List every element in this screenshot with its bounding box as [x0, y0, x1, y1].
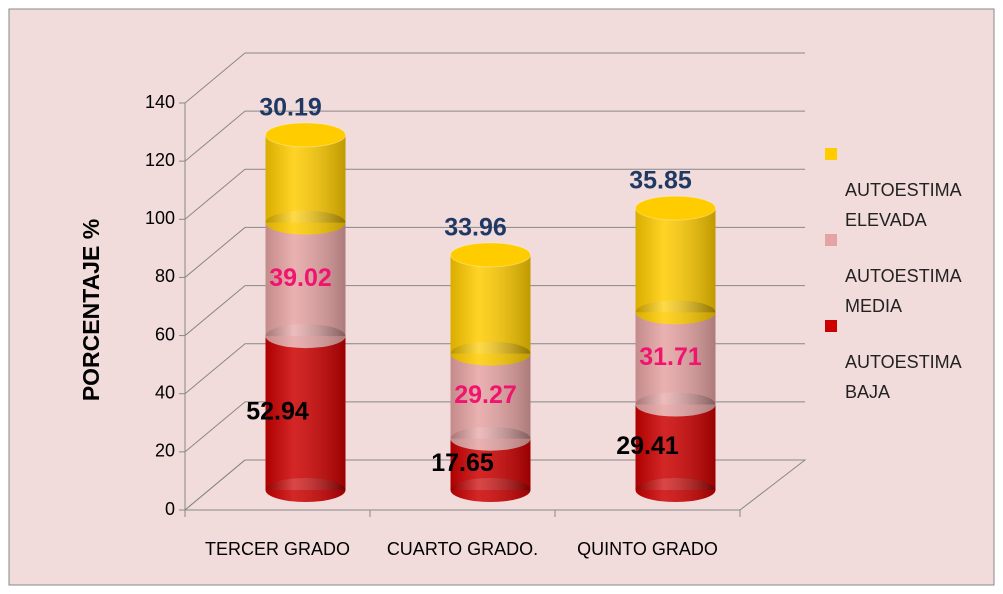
data-label: 35.85: [629, 167, 692, 195]
legend-swatch: [825, 148, 837, 160]
bar-top: [450, 242, 531, 268]
y-tick-label: 80: [155, 266, 175, 286]
y-tick-label: 0: [165, 499, 175, 519]
y-axis-label: PORCENTAJE %: [78, 219, 104, 401]
grid-line: [184, 459, 805, 511]
bar-shade: [265, 222, 346, 337]
legend-swatch: [825, 320, 837, 332]
data-label: 29.41: [616, 432, 679, 460]
data-label: 30.19: [259, 94, 322, 122]
x-tick-label: TERCER GRADO: [205, 539, 350, 559]
legend-label: AUTOESTIMA MEDIA: [845, 266, 961, 316]
grid-line: [184, 226, 805, 278]
legend-label: AUTOESTIMA BAJA: [845, 352, 961, 402]
bar-shade: [635, 404, 716, 490]
data-label: 29.27: [454, 381, 517, 409]
grid-line: [184, 110, 805, 162]
bar-shade: [635, 312, 716, 405]
grid-line: [184, 343, 805, 395]
data-label: 39.02: [269, 264, 332, 292]
bar-top: [635, 195, 716, 221]
data-label: 52.94: [246, 398, 309, 426]
x-tick-label: QUINTO GRADO: [577, 539, 718, 559]
data-label: 31.71: [639, 343, 702, 371]
grid-line: [184, 401, 805, 453]
y-tick-label: 120: [145, 150, 175, 170]
legend-swatch: [825, 234, 837, 246]
y-tick-label: 40: [155, 382, 175, 402]
grid-line: [184, 285, 805, 336]
grid-line: [184, 168, 805, 220]
y-tick-label: 100: [145, 208, 175, 228]
y-tick-label: 140: [145, 92, 175, 112]
bar-shade: [450, 353, 531, 439]
bar-shade: [265, 134, 346, 223]
bar-top: [265, 122, 346, 148]
bar-shade: [635, 208, 716, 313]
legend-label: AUTOESTIMA ELEVADA: [845, 180, 961, 230]
y-tick-label: 60: [155, 324, 175, 344]
data-label: 17.65: [431, 449, 494, 477]
y-tick-label: 20: [155, 441, 175, 461]
bar-shade: [450, 254, 531, 354]
grid-line: [184, 52, 805, 104]
data-label: 33.96: [444, 213, 507, 241]
x-tick-label: CUARTO GRADO.: [387, 539, 538, 559]
bar-shade: [265, 336, 346, 490]
